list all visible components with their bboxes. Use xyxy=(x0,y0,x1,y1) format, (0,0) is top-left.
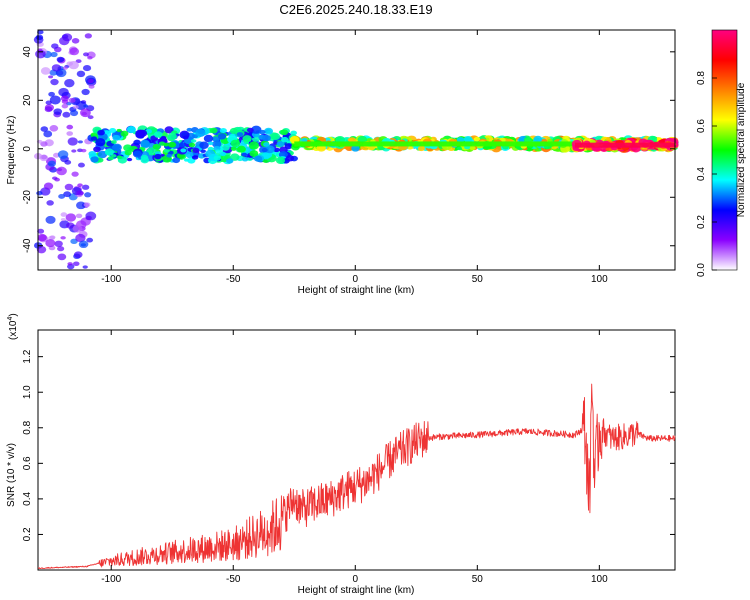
spectrogram-panel: -100 -50 0 50 100 -40 -20 0 20 40 Height of stra… xyxy=(6,29,679,296)
spectrogram-y-axis-label: Frequency (Hz) xyxy=(6,116,17,185)
y-tick-label: 0 xyxy=(22,146,33,152)
y-tick-label: 0.6 xyxy=(22,456,33,470)
x-tick-label: -100 xyxy=(101,274,121,285)
y-tick-label: 1.2 xyxy=(22,349,33,363)
heatmap-region-1 xyxy=(87,125,298,165)
x-tick-label: 0 xyxy=(352,274,358,285)
y-tick-label: 0.8 xyxy=(22,420,33,434)
snr-y-ticks: 0.2 0.4 0.6 0.8 1.0 1.2 xyxy=(22,349,675,541)
spectrogram-x-axis-label: Height of straight line (km) xyxy=(298,285,415,296)
colorbar-tick-label: 0.2 xyxy=(696,215,707,229)
x-tick-label: -100 xyxy=(101,574,121,585)
spectrogram-y-ticks: -40 -20 0 20 40 xyxy=(22,46,675,253)
y-tick-label: 1.0 xyxy=(22,385,33,399)
x-tick-label: 100 xyxy=(591,574,608,585)
figure-title: C2E6.2025.240.18.33.E19 xyxy=(279,2,432,17)
snr-panel: -100 -50 0 50 100 0.2 0.4 0.6 0.8 1.0 1.2 Height … xyxy=(6,313,676,596)
x-tick-label: 50 xyxy=(472,274,484,285)
x-tick-label: 0 xyxy=(352,574,358,585)
colorbar-label: Normalized spectral amplitude xyxy=(736,82,747,217)
colorbar-tick-label: 0.8 xyxy=(696,71,707,85)
spectrogram-heatmap xyxy=(33,29,679,270)
heatmap-region-3 xyxy=(571,137,679,153)
heatmap-region-0 xyxy=(33,29,97,270)
y-tick-label: 0.4 xyxy=(22,492,33,506)
x-tick-label: 50 xyxy=(472,574,484,585)
snr-series-line xyxy=(38,383,676,569)
x-tick-label: -50 xyxy=(226,274,241,285)
y-tick-label: 40 xyxy=(22,46,33,58)
y-tick-label: -20 xyxy=(22,190,33,205)
x-tick-label: 100 xyxy=(591,274,608,285)
y-tick-label: -40 xyxy=(22,238,33,253)
snr-x-ticks: -100 -50 0 50 100 xyxy=(101,330,608,585)
y-tick-label: 20 xyxy=(22,94,33,106)
colorbar: 0.0 0.2 0.4 0.6 0.8 Normalized spectral ampl… xyxy=(696,29,747,277)
snr-x-axis-label: Height of straight line (km) xyxy=(298,585,415,596)
colorbar-ticks: 0.0 0.2 0.4 0.6 0.8 xyxy=(696,71,717,277)
y-tick-label: 0.2 xyxy=(22,527,33,541)
snr-y-multiplier: (x104) xyxy=(7,313,19,340)
colorbar-tick-label: 0.6 xyxy=(696,119,707,133)
snr-y-axis-label: SNR (10 * v/v) xyxy=(6,443,17,507)
colorbar-gradient xyxy=(711,29,738,271)
snr-frame xyxy=(37,329,676,571)
x-tick-label: -50 xyxy=(226,574,241,585)
colorbar-tick-label: 0.0 xyxy=(696,263,707,277)
colorbar-tick-label: 0.4 xyxy=(696,167,707,181)
spectrogram-frame xyxy=(37,29,676,271)
spectrogram-x-ticks: -100 -50 0 50 100 xyxy=(101,30,608,285)
